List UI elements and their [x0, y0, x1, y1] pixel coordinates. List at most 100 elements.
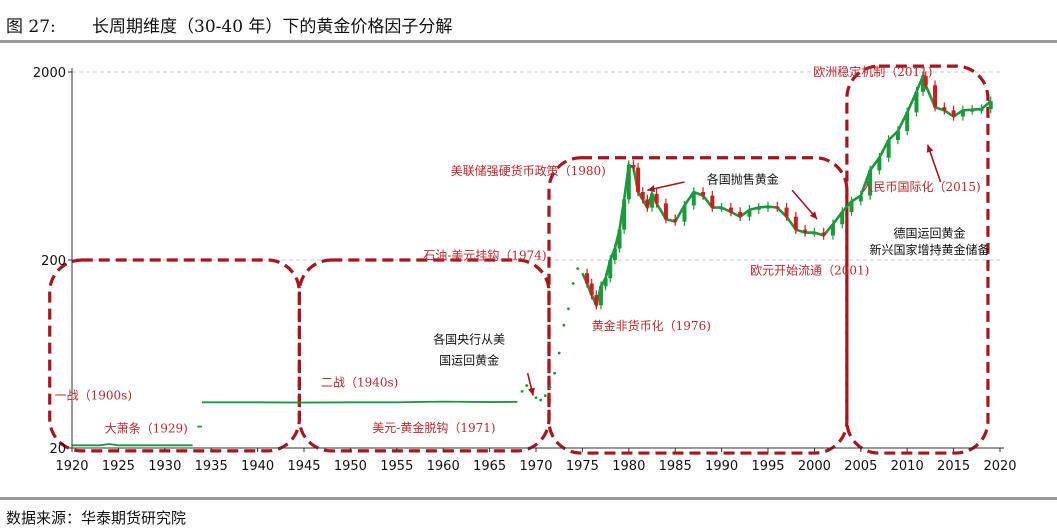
candlestick-body — [858, 195, 863, 202]
annotation-arrowhead — [809, 211, 818, 220]
candlestick-body — [585, 273, 590, 284]
candlestick-body — [738, 212, 743, 217]
axis-layer: 20 200 2000 1920 1925 1930 1935 1940 1945 1950 195… — [33, 66, 1017, 474]
x-tick-label: 2005 — [844, 459, 877, 474]
candlestick-body — [886, 139, 891, 158]
annotation-arrowhead — [528, 387, 535, 396]
candlestick-body — [710, 195, 715, 208]
period-box-1971-2003 — [547, 156, 849, 455]
candlestick-body — [830, 224, 835, 236]
annotation-label: 新兴国家增持黄金储备 — [869, 242, 989, 257]
candlestick-body — [701, 191, 706, 196]
candlestick-body — [951, 110, 956, 117]
candlestick-body — [905, 112, 910, 132]
candlestick-body — [784, 207, 789, 217]
candlestick-body — [645, 199, 650, 208]
annotation-arrowhead — [926, 144, 934, 153]
figure-header: 图 27: 长周期维度（30-40 年）下的黄金价格因子分解 — [0, 0, 1057, 40]
price-point — [539, 398, 543, 402]
annotation-label: 各国央行从美 — [433, 331, 505, 346]
x-tick-label: 1930 — [148, 459, 181, 474]
candlestick-body — [914, 91, 919, 113]
price-point — [562, 323, 566, 327]
candlestick-body — [923, 76, 928, 86]
candlestick-body — [650, 193, 654, 208]
x-tick-label: 1925 — [102, 459, 135, 474]
y-tick-label: 2000 — [33, 66, 66, 81]
price-point — [557, 351, 561, 355]
source-note: 数据来源：华泰期货研究院 — [6, 509, 187, 527]
candlestick-body — [626, 165, 631, 200]
x-tick-label: 1960 — [427, 459, 460, 474]
candlestick-body — [821, 232, 826, 236]
candlestick-body — [960, 110, 965, 117]
x-tick-label: 1970 — [519, 459, 552, 474]
x-tick-label: 2020 — [983, 459, 1016, 474]
x-tick-label: 1985 — [659, 459, 692, 474]
annotation-label: 国运回黄金 — [439, 353, 499, 368]
price-point — [553, 371, 556, 375]
annotation-label: 美联储强硬货币政策（1980) — [451, 163, 606, 178]
annotation-label: 各国抛售黄金 — [707, 172, 779, 187]
x-tick-label: 1995 — [751, 459, 784, 474]
x-tick-label: 1980 — [612, 459, 645, 474]
period-box-1920-1944 — [48, 258, 301, 453]
x-tick-label: 1945 — [287, 459, 320, 474]
figure-label: 图 27: — [6, 17, 56, 37]
candlestick-body — [691, 191, 696, 206]
candlestick-body — [654, 193, 659, 204]
period-box-2003-2018 — [845, 64, 990, 455]
y-tick-label: 20 — [49, 442, 66, 457]
price-point — [571, 282, 575, 285]
x-tick-label: 1990 — [705, 459, 738, 474]
candlestick-body — [747, 209, 752, 217]
annotation-label: 欧洲稳定机制（2011) — [813, 64, 932, 79]
bottom-rule — [0, 497, 1057, 500]
candlestick-body — [673, 219, 678, 222]
annotation-arrowhead — [647, 185, 656, 193]
candlestick-body — [970, 109, 975, 112]
candlestick-body — [988, 101, 993, 110]
annotation-label: 大萧条（1929) — [105, 421, 188, 435]
gold-price-chart: 20 200 2000 1920 1925 1930 1935 1940 1945 1950 195… — [33, 64, 1017, 474]
candlestick-body — [728, 207, 733, 213]
x-tick-label: 1935 — [195, 459, 228, 474]
candlestick-body — [594, 295, 599, 306]
price-point — [543, 394, 547, 397]
y-tick-label: 200 — [41, 254, 66, 269]
candlestick-body — [812, 232, 817, 235]
period-box-1944-1971 — [297, 258, 551, 453]
candlestick-body — [622, 199, 627, 230]
price-point — [567, 307, 570, 311]
candlestick-body — [803, 229, 808, 233]
candlestick-body — [868, 170, 873, 196]
annotation-layer: 一战（1900s) 大萧条（1929) 二战（1940s) 美元-黄金脱钩（1971)… — [55, 64, 990, 436]
annotation-label: 德国运回黄金 — [893, 225, 965, 240]
annotation-label: 石油-美元挂钩（1974) — [423, 249, 546, 263]
price-point — [525, 384, 529, 387]
candlestick-body — [640, 191, 645, 200]
candlestick-body — [663, 203, 668, 220]
series-layer — [72, 71, 993, 447]
x-tick-label: 1965 — [473, 459, 506, 474]
annotation-label: 二战（1940s) — [321, 375, 398, 389]
candlestick-body — [933, 85, 938, 108]
candlestick-body — [631, 165, 636, 168]
candlestick-body — [617, 229, 622, 249]
price-line-segment — [72, 443, 193, 447]
x-tick-label: 1955 — [380, 459, 413, 474]
candlestick-body — [598, 286, 603, 306]
candlestick-body — [793, 216, 798, 230]
price-point — [520, 390, 524, 393]
period-box-layer — [48, 64, 990, 455]
x-tick-label: 2015 — [937, 459, 970, 474]
candlestick-body — [979, 109, 984, 112]
candlestick-body — [589, 283, 594, 296]
candlestick-body — [636, 167, 641, 192]
figure-title: 长周期维度（30-40 年）下的黄金价格因子分解 — [92, 17, 453, 37]
candlestick-body — [612, 248, 617, 260]
annotation-label: 一战（1900s) — [55, 389, 132, 403]
x-tick-label: 2010 — [891, 459, 924, 474]
candlestick-body — [756, 207, 761, 210]
candlestick-body — [877, 157, 882, 171]
